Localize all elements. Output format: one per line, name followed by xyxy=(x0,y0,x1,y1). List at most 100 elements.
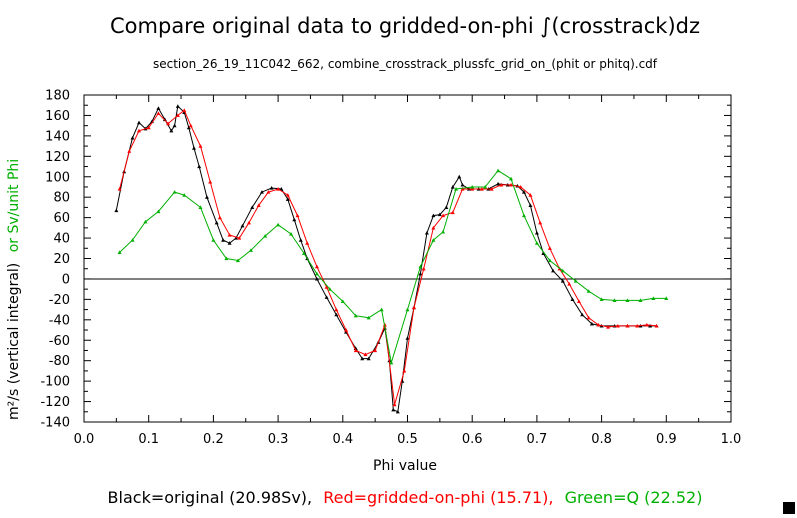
data-point-Q xyxy=(156,209,161,214)
data-point-gridded-on-phi xyxy=(644,322,649,327)
data-point-original xyxy=(424,230,429,235)
data-point-original xyxy=(551,268,556,273)
x-tick-label: 0.6 xyxy=(462,432,483,447)
data-point-gridded-on-phi xyxy=(654,323,659,328)
data-point-Q xyxy=(573,278,578,283)
data-point-Q xyxy=(224,256,229,261)
data-point-original xyxy=(234,236,239,240)
data-point-Q xyxy=(340,299,345,304)
data-point-original xyxy=(186,125,191,130)
data-point-gridded-on-phi xyxy=(314,264,319,269)
data-point-gridded-on-phi xyxy=(431,225,436,230)
x-tick-label: 0.5 xyxy=(397,432,418,447)
data-point-gridded-on-phi xyxy=(606,324,611,329)
legend-green: Green=Q (22.52) xyxy=(565,488,703,507)
data-point-Q xyxy=(211,238,216,242)
data-point-Q xyxy=(483,184,488,189)
data-point-gridded-on-phi xyxy=(479,187,484,191)
data-point-gridded-on-phi xyxy=(470,187,475,191)
x-tick-label: 0.1 xyxy=(138,432,159,447)
data-point-Q xyxy=(441,229,446,234)
x-tick-label: 0.8 xyxy=(591,432,612,447)
plot-frame xyxy=(83,94,732,423)
data-point-original xyxy=(285,197,290,201)
data-point-original xyxy=(391,407,396,412)
data-point-original xyxy=(521,190,526,194)
data-point-original xyxy=(136,120,141,125)
data-point-Q xyxy=(470,184,475,189)
data-point-original xyxy=(227,241,232,245)
data-point-original xyxy=(460,182,465,187)
data-point-original xyxy=(395,409,400,414)
y-axis: 180 160 140 120 100 80 60 40 20 0 -20 -40 -60 -80 -100… xyxy=(40,89,731,431)
data-point-Q xyxy=(612,298,617,302)
y-tick-label: -20 xyxy=(49,293,70,308)
data-point-original xyxy=(292,217,297,222)
data-point-gridded-on-phi xyxy=(166,121,171,126)
data-point-Q xyxy=(599,297,604,301)
data-point-gridded-on-phi xyxy=(460,187,465,191)
data-point-gridded-on-phi xyxy=(421,266,426,271)
data-point-gridded-on-phi xyxy=(305,241,310,245)
y-tick-label: -100 xyxy=(40,375,70,390)
data-point-Q xyxy=(182,193,187,197)
chart-subtitle: section_26_19_11C042_662, combine_crosst… xyxy=(153,57,658,71)
data-point-Q xyxy=(276,222,281,227)
data-point-original xyxy=(418,271,423,276)
series-original xyxy=(114,104,659,414)
data-point-original xyxy=(405,336,410,340)
data-point-Q xyxy=(366,315,371,320)
data-point-Q xyxy=(289,231,294,236)
data-point-gridded-on-phi xyxy=(567,282,572,286)
x-tick-label: 0.7 xyxy=(527,432,548,447)
data-point-Q xyxy=(521,213,526,218)
data-point-gridded-on-phi xyxy=(217,215,222,220)
data-point-original xyxy=(130,135,135,140)
y-tick-label: 60 xyxy=(53,211,70,226)
series-line-Q xyxy=(119,169,667,363)
data-point-gridded-on-phi xyxy=(518,184,523,189)
data-point-Q xyxy=(379,307,384,312)
data-point-gridded-on-phi xyxy=(276,187,281,191)
data-point-original xyxy=(191,146,196,150)
data-point-original xyxy=(269,185,274,190)
data-point-gridded-on-phi xyxy=(547,246,552,250)
data-point-original xyxy=(366,356,371,361)
data-point-gridded-on-phi xyxy=(509,182,514,187)
data-point-gridded-on-phi xyxy=(538,220,543,225)
data-point-original xyxy=(314,276,319,281)
x-axis-label: Phi value xyxy=(373,458,437,474)
data-point-original xyxy=(496,181,501,186)
data-point-original xyxy=(156,106,161,110)
legend-black: Black=original (20.98Sv), xyxy=(108,488,313,507)
data-point-original xyxy=(457,174,462,179)
data-point-gridded-on-phi xyxy=(528,193,533,197)
data-point-gridded-on-phi xyxy=(182,108,187,112)
data-point-original xyxy=(334,312,339,317)
data-point-original xyxy=(450,184,455,189)
data-point-Q xyxy=(560,268,565,273)
data-point-gridded-on-phi xyxy=(156,111,161,115)
series-Q xyxy=(117,168,669,365)
y-tick-label: 180 xyxy=(45,89,70,104)
data-point-gridded-on-phi xyxy=(450,210,455,215)
data-point-Q xyxy=(418,264,423,269)
data-point-original xyxy=(560,278,565,283)
x-tick-label: 0.3 xyxy=(268,432,289,447)
data-point-original xyxy=(214,220,219,225)
data-point-gridded-on-phi xyxy=(499,182,504,187)
data-point-original xyxy=(221,238,226,242)
data-point-gridded-on-phi xyxy=(441,213,446,218)
data-point-original xyxy=(204,195,209,199)
y-tick-label: -60 xyxy=(49,334,70,349)
y-tick-label: -140 xyxy=(40,416,70,431)
data-point-gridded-on-phi xyxy=(576,299,581,304)
data-point-original xyxy=(648,323,653,328)
data-point-original xyxy=(250,205,255,210)
data-point-Q xyxy=(353,313,358,318)
x-tick-label: 0.2 xyxy=(203,432,224,447)
data-point-Q xyxy=(263,234,268,238)
data-point-gridded-on-phi xyxy=(596,322,601,327)
x-tick-label: 0.9 xyxy=(656,432,677,447)
data-point-Q xyxy=(248,248,253,252)
